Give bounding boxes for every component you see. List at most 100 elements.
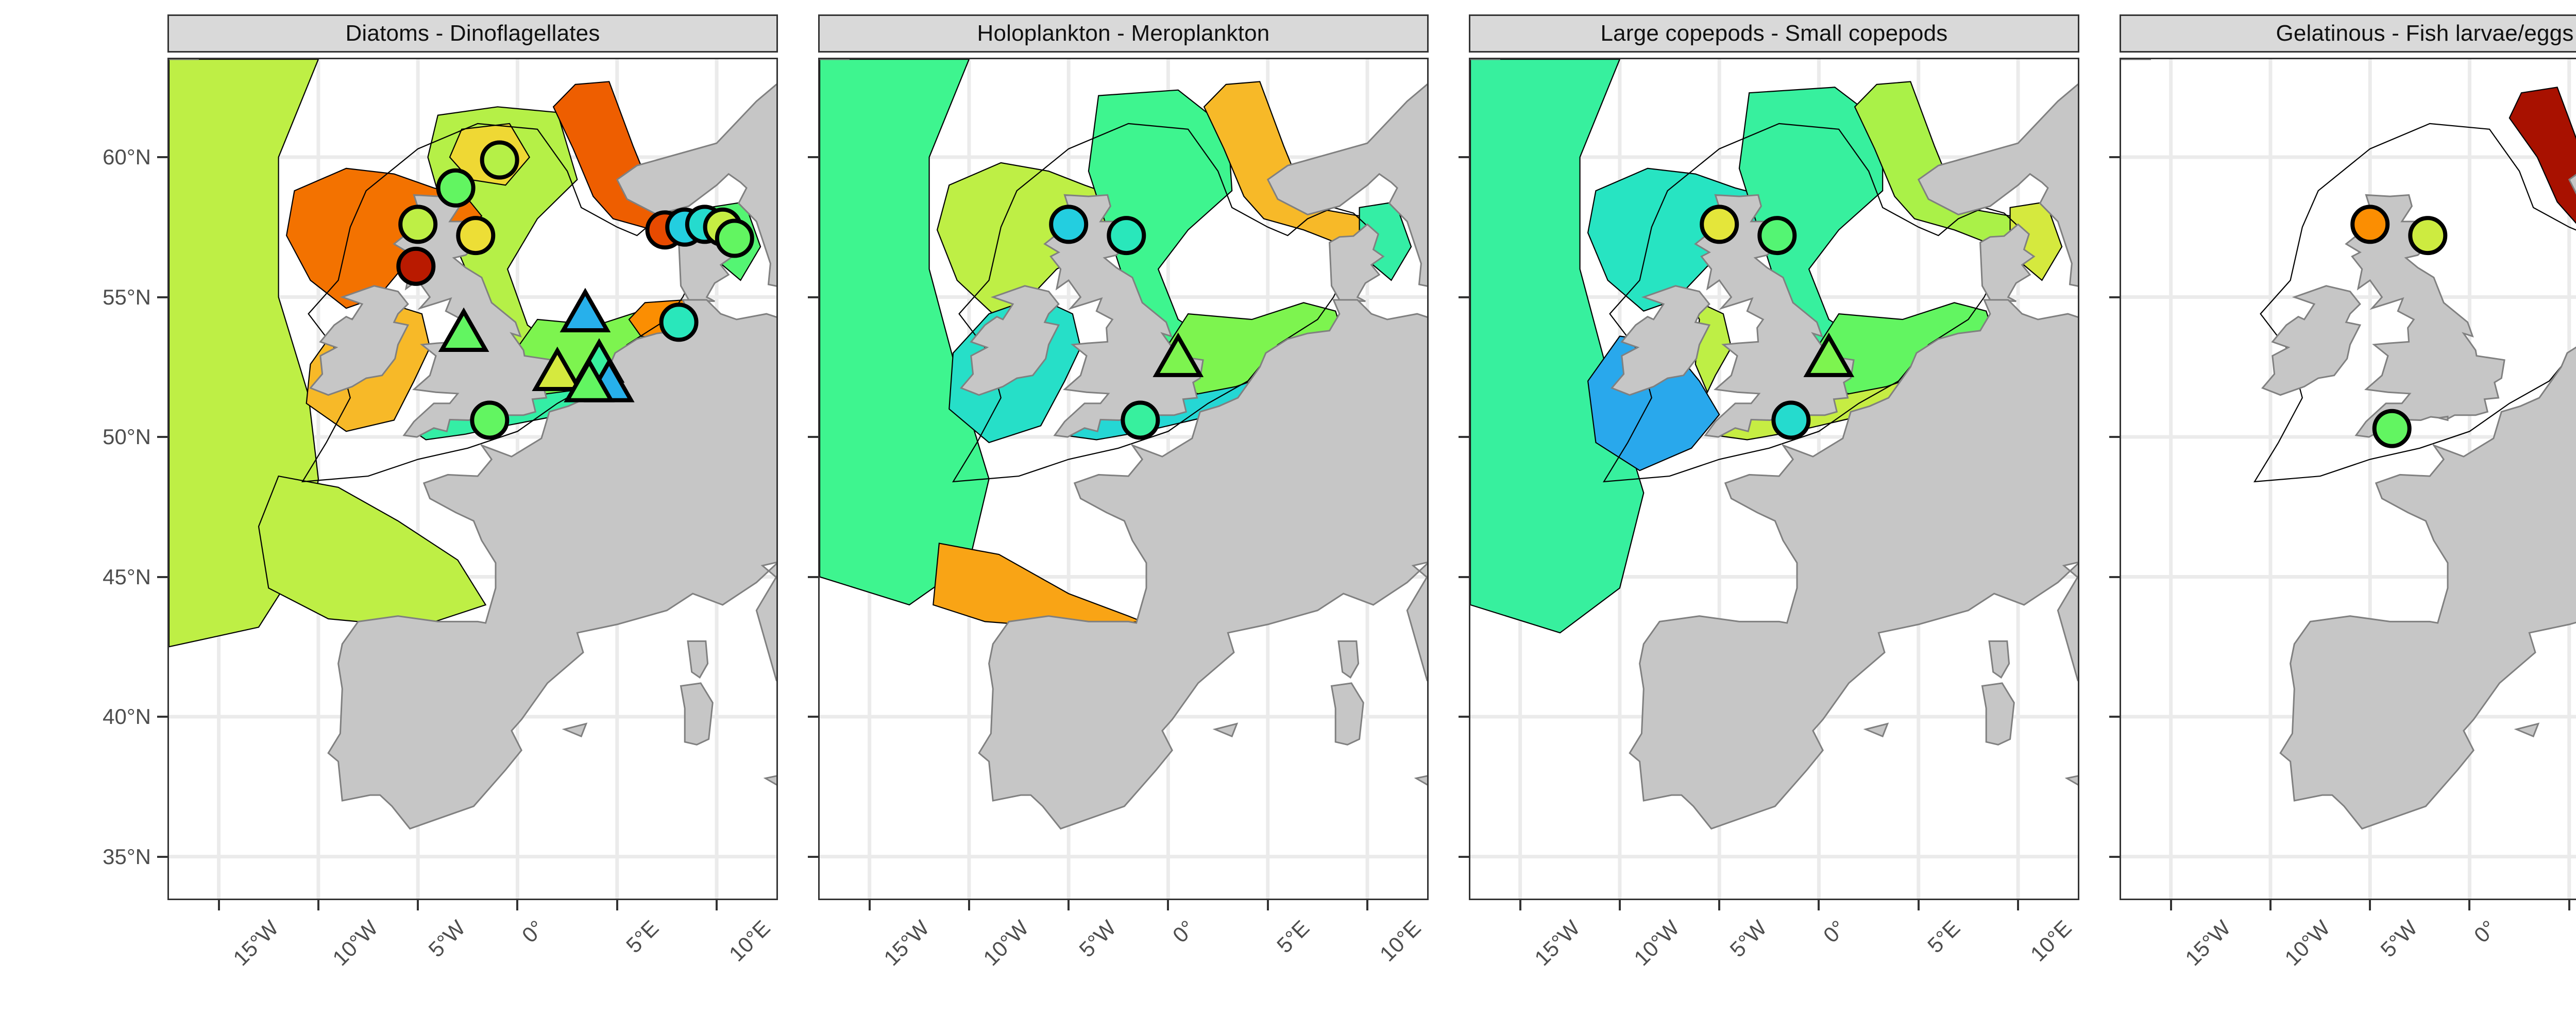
x-tick-label: 10°W xyxy=(328,916,383,971)
x-tick-mark xyxy=(2269,900,2272,910)
x-tick-mark xyxy=(1618,900,1621,910)
map-plot-area-gelatinous-fish-larvae[interactable]: PI 0.27 PI 0.44 PI 0.55 xyxy=(2120,58,2576,900)
data-point-circle[interactable]: PI 0.55 xyxy=(2372,409,2412,448)
y-tick-mark xyxy=(2109,716,2120,718)
x-tick-mark xyxy=(516,900,519,910)
facet-panel-diatoms-dinoflagellates: Diatoms - DinoflagellatesPI 0.46PI 0.55P… xyxy=(103,14,778,970)
landmass-scandinavia xyxy=(616,83,776,287)
y-tick-mark xyxy=(157,855,167,858)
landmass-corsica xyxy=(1337,640,1360,679)
x-tick-label: 0° xyxy=(1819,916,1851,948)
facet-strip-label: Holoplankton - Meroplankton xyxy=(977,21,1270,46)
data-point-circle[interactable]: PI 0.57 xyxy=(1757,216,1797,256)
data-point-circle[interactable]: PI 0.27 xyxy=(2350,205,2390,244)
x-tick-label: 10°W xyxy=(2280,916,2335,971)
landmass-sardinia xyxy=(1981,682,2015,746)
landmass-britain xyxy=(393,194,553,438)
x-tick-label: 10°W xyxy=(1629,916,1684,971)
y-tick-mark xyxy=(2109,156,2120,159)
x-tick-label: 10°W xyxy=(978,916,1033,971)
data-point-circle[interactable]: PI 0.55 xyxy=(470,400,510,440)
data-point-triangle[interactable]: PI 0.55 xyxy=(438,307,489,352)
landmass-mallorca xyxy=(1863,722,1889,738)
x-tick-mark xyxy=(2369,900,2371,910)
facet-strip-holoplankton-meroplankton: Holoplankton - Meroplankton xyxy=(818,14,1429,53)
data-point-circle[interactable]: PI 0.72 xyxy=(1049,205,1089,244)
data-point-circle[interactable]: PI 0.41 xyxy=(1700,205,1739,244)
landmass-sardinia xyxy=(1330,682,1364,746)
data-point-triangle[interactable]: PI 0.55 xyxy=(564,358,615,402)
facet-strip-large-small-copepods: Large copepods - Small copepods xyxy=(1469,14,2079,53)
y-tick-mark xyxy=(808,156,818,159)
data-point-triangle[interactable]: PI 0.43 xyxy=(532,346,583,392)
y-tick-label: 35°N xyxy=(103,844,151,869)
data-point-circle[interactable]: PI 0.47 xyxy=(480,140,519,180)
map-plot-area-large-small-copepods[interactable]: PI 0.41 PI 0.57 PI 0.69 PI 0.52 xyxy=(1469,58,2079,900)
x-tick-mark xyxy=(1917,900,1920,910)
landmass-sicily xyxy=(2064,775,2078,786)
data-point-circle[interactable]: PI 0.55 xyxy=(436,168,476,208)
x-tick-mark xyxy=(417,900,419,910)
y-tick-label: 40°N xyxy=(103,704,151,729)
x-tick-label: 5°E xyxy=(2573,916,2576,958)
x-tick-label: 10°E xyxy=(1375,916,1426,966)
data-point-triangle[interactable]: PI 0.52 xyxy=(1153,332,1204,377)
x-tick-mark xyxy=(2170,900,2172,910)
y-tick-mark xyxy=(1459,576,1469,578)
data-point-circle[interactable]: PI 0.55 xyxy=(715,218,754,258)
y-tick-mark xyxy=(808,855,818,858)
x-tick-label: 5°W xyxy=(423,916,470,962)
facet-panel-gelatinous-fish-larvae: Gelatinous - Fish larvae/eggsPI 0.27PI 0… xyxy=(2109,14,2576,970)
x-tick-label: 0° xyxy=(1168,916,1200,948)
x-tick-label: 0° xyxy=(517,916,549,948)
y-tick-mark xyxy=(1459,436,1469,438)
data-point-circle[interactable]: PI 0.39 xyxy=(456,216,496,256)
map-canvas: PI 0.27 PI 0.44 PI 0.55 xyxy=(2121,59,2576,899)
ecoregion-polygon[interactable] xyxy=(820,59,990,606)
map-canvas: PI 0.41 PI 0.57 PI 0.69 PI 0.52 xyxy=(1470,59,2078,899)
y-tick-mark xyxy=(808,576,818,578)
ecoregion-polygon[interactable] xyxy=(258,475,487,628)
y-tick-mark xyxy=(2109,855,2120,858)
y-tick-mark xyxy=(157,716,167,718)
x-tick-mark xyxy=(1366,900,1369,910)
landmass-ireland xyxy=(1610,285,1711,396)
landmass-scandinavia xyxy=(1266,83,1427,287)
data-point-circle[interactable]: PI 0.66 xyxy=(659,302,699,342)
landmass-europe xyxy=(327,299,776,830)
data-point-circle[interactable]: PI 0.12 xyxy=(396,246,436,286)
y-tick-label: 60°N xyxy=(103,145,151,170)
y-tick-mark xyxy=(157,576,167,578)
landmass-mallorca xyxy=(2514,722,2540,738)
facet-panel-holoplankton-meroplankton: Holoplankton - Meroplankton PI 0.72 PI 0.6… xyxy=(808,14,1429,970)
data-point-triangle[interactable]: PI 0.52 xyxy=(1803,332,1855,377)
y-tick-mark xyxy=(157,156,167,159)
y-tick-mark xyxy=(2109,436,2120,438)
x-tick-mark xyxy=(217,900,220,910)
ecoregion-polygon[interactable] xyxy=(2509,87,2576,244)
facet-panel-large-small-copepods: Large copepods - Small copepodsPI 0.41PI… xyxy=(1459,14,2079,970)
data-point-circle[interactable]: PI 0.69 xyxy=(1771,400,1811,440)
x-tick-label: 10°E xyxy=(2025,916,2076,966)
data-point-circle[interactable]: PI 0.44 xyxy=(2408,216,2448,256)
landmass-sicily xyxy=(1414,775,1427,786)
ecoregion-polygon[interactable] xyxy=(933,543,1143,628)
data-point-triangle[interactable]: PI 0.76 xyxy=(560,288,611,333)
x-tick-mark xyxy=(1167,900,1170,910)
map-plot-area-holoplankton-meroplankton[interactable]: PI 0.72 PI 0.66 PI 0.62 PI 0.52 xyxy=(818,58,1429,900)
y-tick-mark xyxy=(157,296,167,298)
data-point-circle[interactable]: PI 0.66 xyxy=(1107,216,1146,256)
x-tick-label: 15°W xyxy=(2180,916,2235,971)
landmass-europe xyxy=(2279,346,2576,830)
data-point-circle[interactable]: PI 0.46 xyxy=(398,205,438,244)
map-plot-area-diatoms-dinoflagellates[interactable]: PI 0.46PI 0.55PI 0.47PI 0.12PI 0.39PI 0.… xyxy=(167,58,778,900)
landmass-mallorca xyxy=(1212,722,1239,738)
data-point-circle[interactable]: PI 0.62 xyxy=(1121,400,1160,440)
y-tick-mark xyxy=(2109,296,2120,298)
x-tick-label: 5°W xyxy=(2376,916,2422,962)
x-tick-mark xyxy=(968,900,970,910)
facet-strip-gelatinous-fish-larvae: Gelatinous - Fish larvae/eggs xyxy=(2120,14,2576,53)
y-tick-label: 50°N xyxy=(103,425,151,449)
x-tick-mark xyxy=(716,900,718,910)
landmass-corsica xyxy=(1988,640,2010,679)
